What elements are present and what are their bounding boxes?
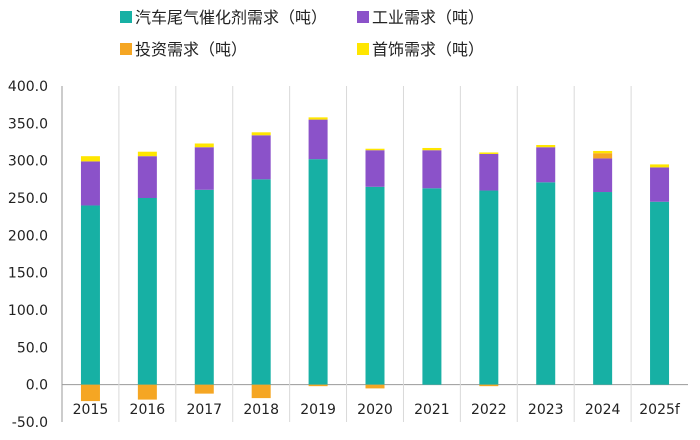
x-tick-label: 2021 (414, 402, 450, 418)
y-tick-label: 0.0 (26, 378, 48, 394)
bar-segment (650, 167, 670, 202)
bar-segment (80, 156, 100, 162)
y-tick-label: 200.0 (8, 228, 48, 244)
bar-segment (137, 156, 157, 198)
bar-segment (308, 159, 328, 385)
bar-segment (80, 384, 100, 402)
y-tick-label: 150.0 (8, 266, 48, 282)
bar-segment (479, 384, 499, 387)
bar-segment (137, 384, 157, 400)
bar-segment (479, 153, 499, 191)
x-tick-label: 2020 (357, 402, 393, 418)
y-tick-label: 350.0 (8, 116, 48, 132)
y-tick-label: 50.0 (17, 340, 48, 356)
bar-segment (251, 384, 271, 399)
bar-segment (479, 152, 499, 154)
bar-segment (365, 150, 385, 187)
y-tick-label: 300.0 (8, 154, 48, 170)
y-tick-label: 100.0 (8, 303, 48, 319)
x-tick-label: 2022 (471, 402, 507, 418)
legend-label: 工业需求（吨） (372, 8, 484, 27)
x-tick-label: 2023 (528, 402, 564, 418)
y-tick-label: 400.0 (8, 79, 48, 95)
legend-label: 首饰需求（吨） (372, 40, 484, 59)
bar-segment (650, 201, 670, 385)
legend-swatch (357, 43, 369, 55)
bar-segment (308, 384, 328, 387)
y-tick-label: 250.0 (8, 191, 48, 207)
legend-swatch (120, 43, 132, 55)
bar-segment (308, 119, 328, 160)
legend-swatch (120, 11, 132, 23)
x-tick-label: 2018 (243, 402, 279, 418)
bar-segment (194, 143, 214, 148)
bar-segment (422, 147, 442, 151)
bar-segment (308, 117, 328, 120)
x-tick-label: 2017 (186, 402, 222, 418)
bar-segment (137, 198, 157, 385)
legend-swatch (357, 11, 369, 23)
y-tick-label: -50.0 (12, 415, 48, 431)
bar-segment (536, 182, 556, 385)
bar-segment (80, 161, 100, 206)
legend-label: 汽车尾气催化剂需求（吨） (135, 8, 327, 27)
bar-segment (593, 150, 613, 154)
bar-segment (593, 192, 613, 385)
x-tick-label: 2019 (300, 402, 336, 418)
x-tick-label: 2025f (639, 402, 681, 418)
bar-segment (422, 150, 442, 189)
x-tick-label: 2015 (73, 402, 109, 418)
bar-segment (365, 148, 385, 151)
bar-segment (137, 151, 157, 157)
bar-segment (194, 384, 214, 394)
bar-segment (251, 132, 271, 136)
bar-segment (593, 153, 613, 159)
legend-label: 投资需求（吨） (135, 40, 247, 59)
bar-segment (365, 186, 385, 385)
bar-segment (194, 189, 214, 385)
bar-segment (593, 158, 613, 193)
bar-segment (365, 384, 385, 389)
bar-segment (80, 205, 100, 385)
bar-segment (194, 147, 214, 190)
bar-segment (422, 188, 442, 385)
bar-segment (251, 135, 271, 180)
bar-segment (536, 144, 556, 148)
bar-segment (251, 179, 271, 385)
bar-segment (650, 164, 670, 168)
bar-segment (536, 147, 556, 183)
x-tick-label: 2024 (585, 402, 621, 418)
bar-segment (479, 190, 499, 385)
x-tick-label: 2016 (130, 402, 166, 418)
